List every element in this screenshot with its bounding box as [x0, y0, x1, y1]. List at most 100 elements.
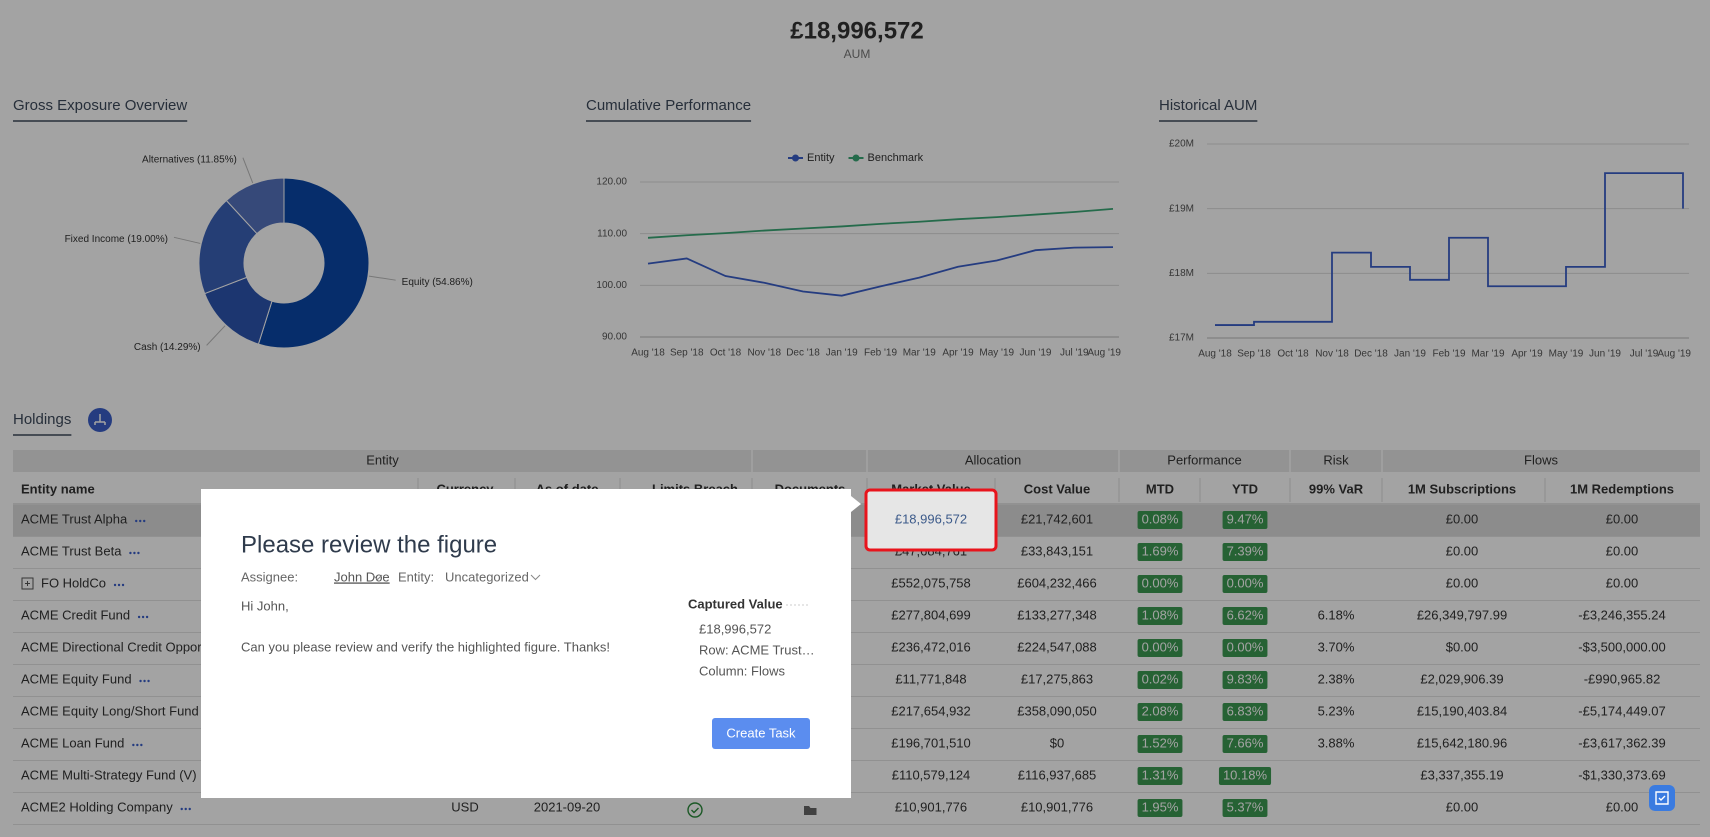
- group-header: Allocation: [965, 452, 1021, 467]
- entity-name: ACME2 Holding Company: [21, 799, 173, 814]
- x-tick-label: Feb '19: [1432, 349, 1465, 360]
- y-tick-label: 120.00: [596, 177, 627, 188]
- x-tick-label: Oct '18: [710, 348, 742, 359]
- cell-value: £0.00: [1446, 799, 1479, 814]
- x-tick-label: Apr '19: [942, 348, 974, 359]
- column-header: 1M Redemptions: [1570, 481, 1674, 496]
- column-header: Entity name: [21, 481, 95, 496]
- group-header: Risk: [1323, 452, 1349, 467]
- limits-ok-check: [691, 807, 699, 814]
- performance-badge: [1222, 607, 1268, 625]
- assignee-chevron[interactable]: [372, 574, 383, 581]
- cell-value: £17,275,863: [1021, 671, 1093, 686]
- captured-title: Captured Value: [688, 596, 783, 611]
- performance-badge: [1222, 575, 1268, 593]
- row-menu-dot: [132, 743, 135, 747]
- performance-value: 5.37%: [1227, 799, 1264, 814]
- performance-value: 0.02%: [1142, 671, 1179, 686]
- x-tick-label: Jun '19: [1020, 348, 1052, 359]
- performance-badge: [1222, 799, 1268, 817]
- cell-value: £217,654,932: [891, 703, 971, 718]
- cell-value: £110,579,124: [892, 767, 971, 782]
- create-task-label[interactable]: Create Task: [726, 725, 796, 740]
- section-title: Historical AUM: [1159, 97, 1257, 114]
- performance-value: 1.69%: [1142, 543, 1179, 558]
- performance-badge: [1222, 511, 1268, 529]
- aum-label: AUM: [844, 47, 871, 61]
- cell-value: £236,472,016: [891, 639, 971, 654]
- row-menu-dot: [139, 679, 142, 683]
- performance-value: 0.00%: [1142, 575, 1179, 590]
- expand-icon[interactable]: [21, 577, 34, 590]
- x-tick-label: May '19: [979, 348, 1014, 359]
- row-menu-dot: [143, 519, 146, 523]
- pie-label: Alternatives (11.85%): [142, 154, 237, 165]
- pie-leader: [173, 236, 201, 244]
- cell-value: 3.88%: [1318, 735, 1355, 750]
- x-tick-label: Feb '19: [864, 348, 897, 359]
- task-fab-icon: [1655, 791, 1669, 805]
- entity-name: ACME Multi-Strategy Fund (V): [21, 767, 197, 782]
- entity-select[interactable]: Uncategorized: [445, 569, 529, 584]
- row-menu-dot: [139, 519, 142, 523]
- x-tick-label: Jun '19: [1589, 349, 1621, 360]
- performance-badge: [1137, 767, 1183, 785]
- hierarchy-icon: [94, 414, 106, 425]
- documents-icon[interactable]: [804, 806, 817, 815]
- cell-value: £15,190,403.84: [1417, 703, 1507, 718]
- x-tick-label: Aug '19: [1087, 348, 1121, 359]
- row-menu-dot: [147, 679, 150, 683]
- cell-value: $0.00: [1446, 639, 1479, 654]
- y-tick-label: 100.00: [596, 280, 627, 291]
- x-tick-label: Dec '18: [1354, 349, 1388, 360]
- cell-value: £133,277,348: [1017, 607, 1097, 622]
- highlight-cell: [864, 488, 998, 552]
- performance-value: 2.08%: [1142, 703, 1179, 718]
- y-tick-label: 90.00: [602, 332, 627, 343]
- performance-value: 6.62%: [1227, 607, 1264, 622]
- performance-badge: [1222, 671, 1268, 689]
- cell-value: 6.18%: [1318, 607, 1355, 622]
- y-tick-label: £20M: [1169, 139, 1194, 150]
- entity-name: ACME Trust Alpha: [21, 511, 128, 526]
- cell-value: -$3,500,000.00: [1578, 639, 1665, 654]
- cell-value: USD: [451, 799, 478, 814]
- cell-value: £224,547,088: [1017, 639, 1097, 654]
- cell-value: £2,029,906.39: [1420, 671, 1503, 686]
- y-tick-label: 110.00: [597, 228, 627, 239]
- x-tick-label: Aug '18: [1198, 349, 1232, 360]
- message: Can you please review and verify the hig…: [241, 639, 610, 654]
- cell-value: £196,701,510: [891, 735, 971, 750]
- pie-label: Fixed Income (19.00%): [65, 234, 168, 245]
- cell-value: £277,804,699: [891, 607, 971, 622]
- row-menu-dot: [180, 807, 183, 811]
- legend-dot: [792, 154, 799, 162]
- x-tick-label: Mar '19: [903, 348, 936, 359]
- assignee-select[interactable]: John Doe: [334, 569, 390, 584]
- x-tick-label: Aug '18: [631, 348, 665, 359]
- x-tick-label: Jan '19: [1394, 349, 1426, 360]
- entity-chevron[interactable]: [530, 574, 541, 581]
- create-task-button[interactable]: [712, 718, 810, 749]
- row-menu-dot: [113, 583, 117, 587]
- assignee-label: Assignee:: [241, 569, 298, 584]
- task-fab[interactable]: [1649, 785, 1675, 811]
- cell-value: -$1,330,373.69: [1578, 767, 1665, 782]
- performance-value: 0.00%: [1227, 639, 1264, 654]
- pie-leader: [368, 275, 396, 281]
- cell-value: £26,349,797.99: [1417, 607, 1507, 622]
- performance-badge: [1222, 703, 1268, 721]
- greeting: Hi John,: [241, 598, 289, 613]
- performance-badge: [1137, 511, 1183, 529]
- cell-value: 2021-09-20: [534, 799, 601, 814]
- cell-value: £358,090,050: [1017, 703, 1097, 718]
- group-header: Performance: [1167, 452, 1241, 467]
- entity-name: ACME Equity Long/Short Fund: [21, 703, 199, 718]
- row-menu-dot: [129, 551, 132, 555]
- performance-badge: [1137, 703, 1183, 721]
- cell-value: £0.00: [1606, 575, 1639, 590]
- performance-badge: [1222, 639, 1268, 657]
- row-menu-dot: [184, 807, 187, 811]
